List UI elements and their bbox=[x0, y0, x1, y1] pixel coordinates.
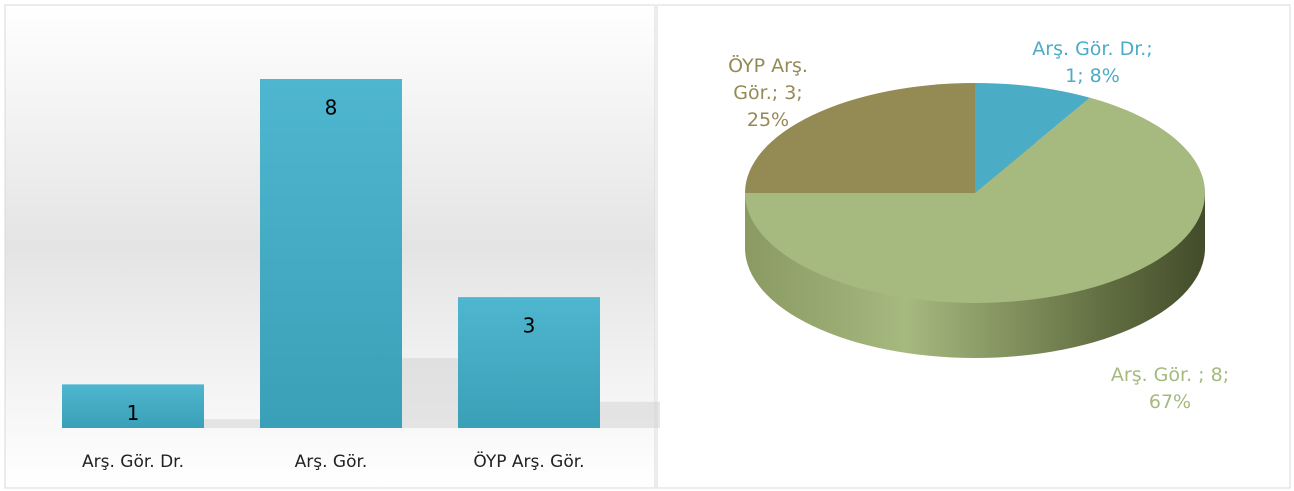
pie-slice bbox=[975, 83, 1090, 193]
slice-label: Arş. Gör. Dr.; 1; 8% bbox=[1032, 38, 1153, 87]
bar bbox=[260, 79, 402, 428]
slice-label: ÖYP Arş. Gör.; 3; 25% bbox=[728, 55, 808, 131]
bar-shadow bbox=[204, 419, 264, 428]
bar bbox=[62, 384, 204, 428]
x-tick-label: ÖYP Arş. Gör. bbox=[473, 450, 584, 472]
bar-shadow bbox=[600, 401, 660, 428]
data-label: 8 bbox=[325, 96, 338, 120]
x-tick-label: Arş. Gör. bbox=[295, 452, 368, 472]
slice-label: Arş. Gör. ; 8; 67% bbox=[1110, 364, 1230, 413]
pie-slice bbox=[745, 83, 975, 193]
data-label: 1 bbox=[127, 401, 140, 425]
pie-slice bbox=[744, 97, 1205, 303]
bar bbox=[458, 297, 600, 428]
bar-shadow bbox=[402, 358, 462, 428]
x-tick-label: Arş. Gör. Dr. bbox=[82, 452, 184, 472]
data-label: 3 bbox=[523, 314, 536, 338]
